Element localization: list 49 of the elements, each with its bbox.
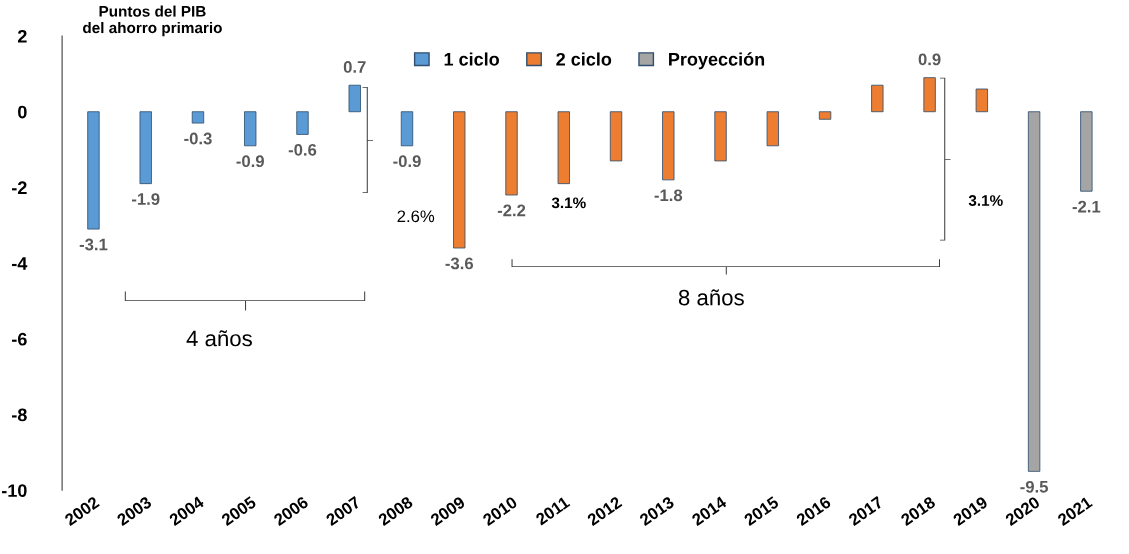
chart-title: Puntos del PIB del ahorro primario (83, 5, 222, 37)
data-label: -0.3 (184, 132, 212, 145)
bar (766, 111, 779, 147)
bar (139, 111, 152, 185)
bar (400, 111, 414, 147)
bar (296, 111, 309, 135)
y-tick-label: -10 (1, 484, 27, 498)
legend-label: 2 ciclo (556, 52, 612, 66)
data-label: -2.1 (1072, 200, 1101, 213)
bar (818, 111, 832, 120)
data-label: -0.9 (236, 155, 264, 168)
y-tick-label: -2 (12, 181, 27, 194)
data-label: 0.7 (343, 61, 366, 73)
data-label: -1.8 (654, 189, 683, 202)
legend-label: Proyección (669, 52, 765, 70)
bar (505, 111, 518, 196)
data-label: -0.9 (393, 155, 421, 168)
bar (244, 111, 257, 147)
data-label: -9.5 (1020, 480, 1048, 493)
bar (662, 111, 675, 181)
bar (453, 111, 466, 249)
annotation: 3.1% (551, 197, 586, 209)
y-tick-label: 2 (17, 29, 27, 43)
annotation: 2.6% (397, 210, 435, 223)
annotation: 8 años (678, 289, 744, 306)
data-label: -2.2 (497, 204, 526, 217)
y-tick-label: -8 (12, 408, 27, 422)
bar (191, 111, 205, 124)
bar (557, 111, 570, 185)
annotation: 4 años (186, 330, 252, 347)
data-label: 0.9 (918, 53, 941, 66)
bar (975, 88, 989, 113)
bar (923, 77, 936, 113)
bar (1080, 111, 1093, 192)
y-tick-label: 0 (18, 105, 27, 119)
bar (1027, 111, 1041, 472)
legend-label: 1 ciclo (444, 52, 500, 66)
bar (714, 111, 727, 162)
annotation: 3.1% (968, 195, 1003, 206)
data-label: -3.6 (445, 257, 474, 270)
bar (348, 84, 361, 113)
data-label: -3.1 (79, 238, 108, 251)
bar (609, 111, 623, 162)
y-tick-label: -6 (12, 332, 27, 346)
y-tick-label: -4 (12, 257, 28, 270)
data-label: -0.6 (288, 143, 317, 156)
bar (87, 111, 100, 230)
bar (871, 84, 884, 113)
data-label: -1.9 (132, 193, 160, 205)
